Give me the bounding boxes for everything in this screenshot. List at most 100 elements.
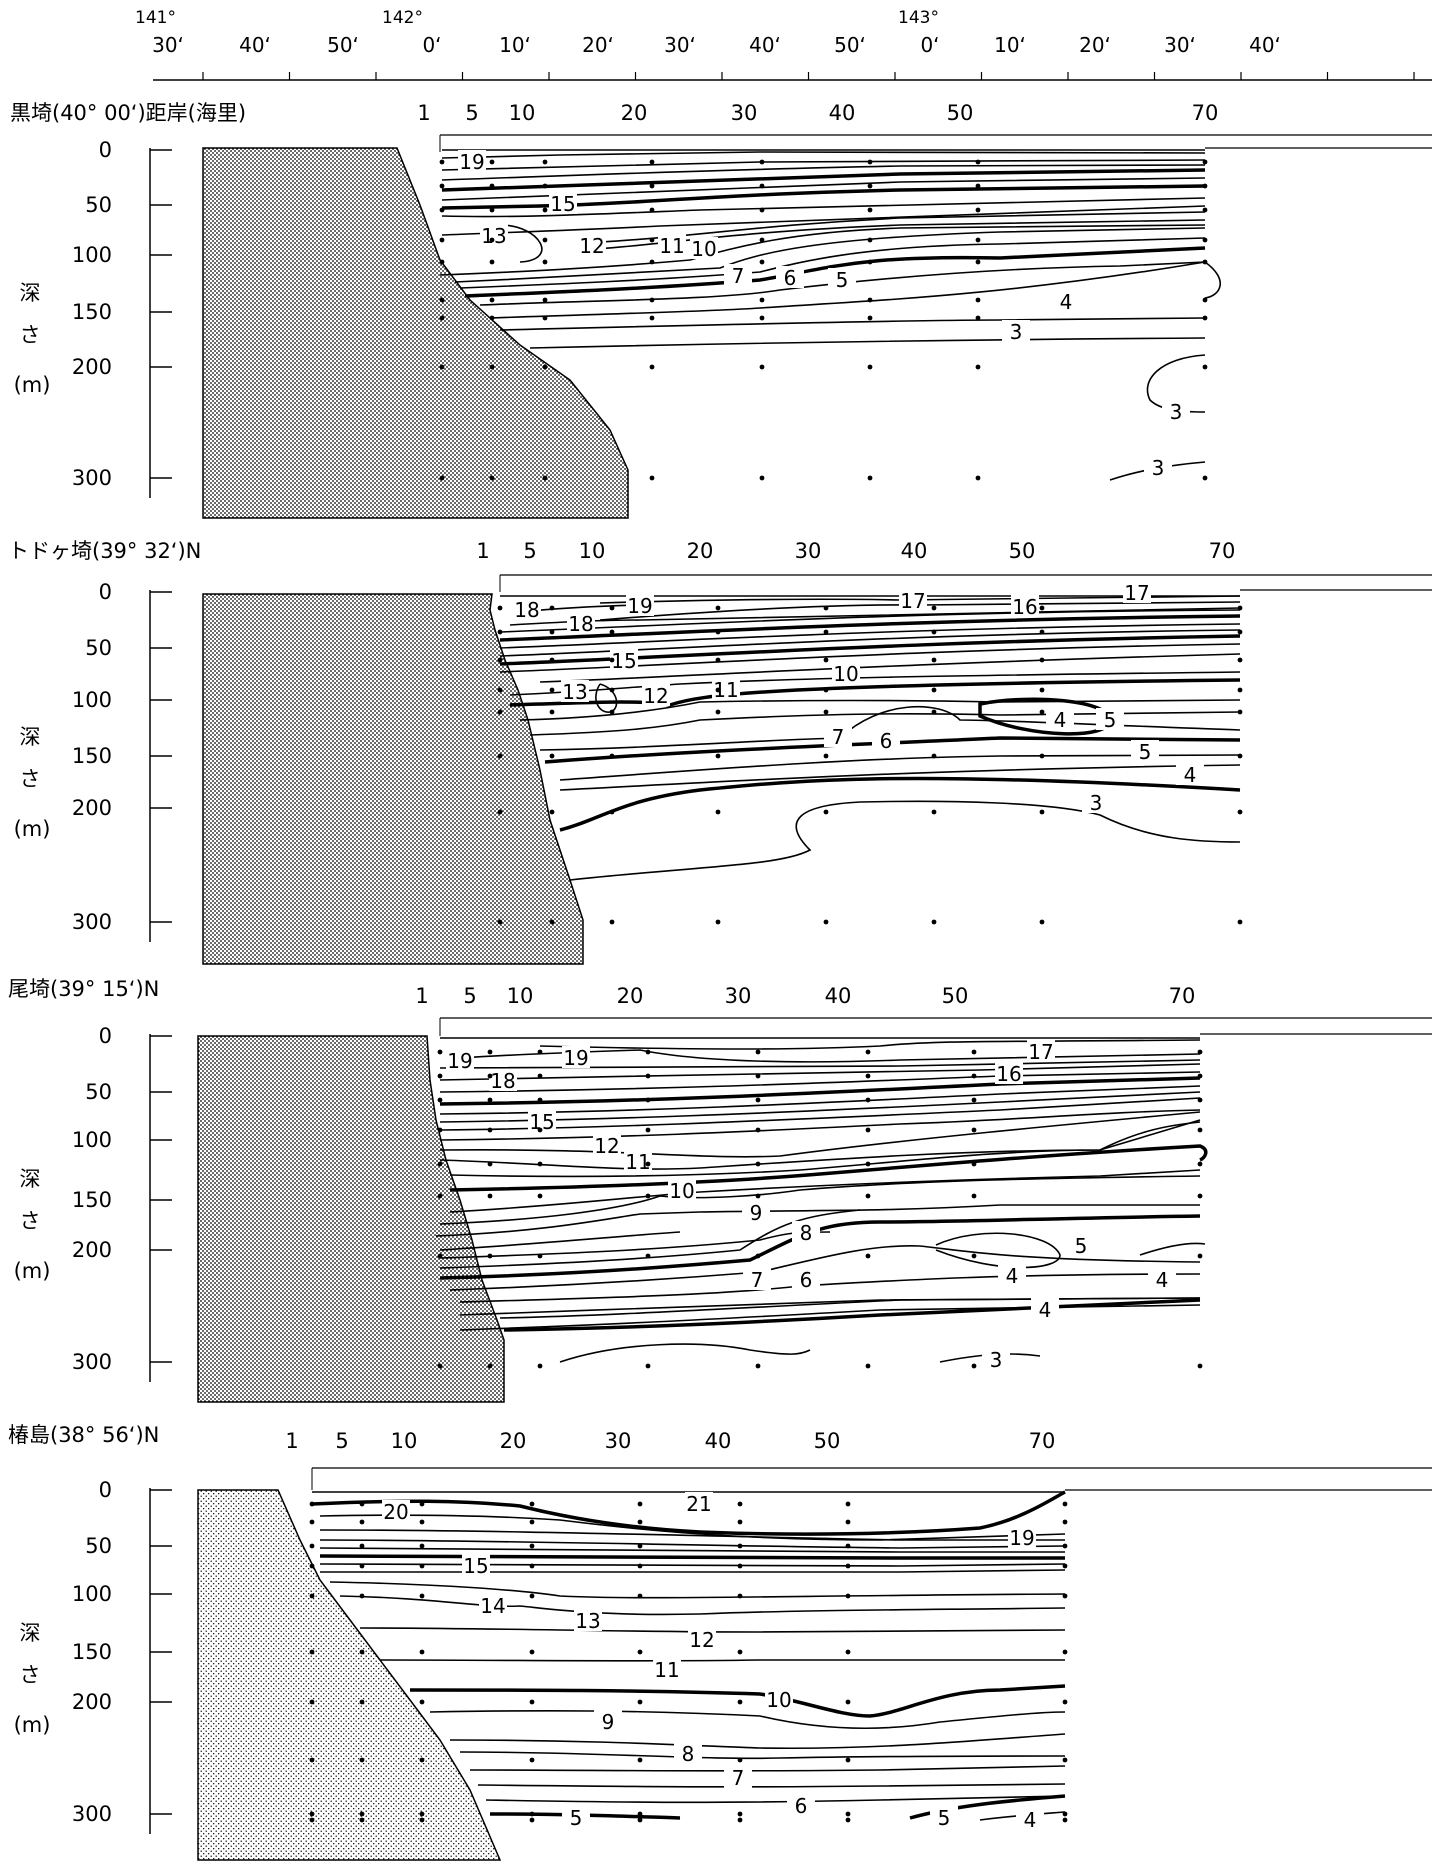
contour-label-bg xyxy=(562,1046,590,1068)
station-dot xyxy=(419,1501,425,1507)
contour-label: 12 xyxy=(594,1134,619,1158)
station-dot xyxy=(865,1161,871,1167)
station-dot xyxy=(715,605,721,611)
contour-label-bg xyxy=(724,1766,752,1788)
station-dot xyxy=(867,207,873,213)
distance-label: 40 xyxy=(829,101,856,125)
station-dot xyxy=(975,315,981,321)
station-dot xyxy=(537,1253,543,1259)
station-dot xyxy=(737,1811,743,1817)
contour-label-bg xyxy=(528,1110,556,1132)
station-dot xyxy=(867,315,873,321)
station-dot xyxy=(309,1593,315,1599)
station-dot xyxy=(1202,364,1208,370)
station-dot xyxy=(737,1649,743,1655)
station-dot xyxy=(1202,475,1208,481)
contour-label-bg xyxy=(776,266,804,288)
station-dot xyxy=(542,475,548,481)
station-dot xyxy=(529,1501,535,1507)
station-dot xyxy=(529,1649,535,1655)
station-dot xyxy=(649,364,655,370)
station-dot xyxy=(845,1699,851,1705)
station-dot xyxy=(439,159,445,165)
station-dot xyxy=(867,297,873,303)
station-dot xyxy=(649,259,655,265)
station-dot xyxy=(537,1049,543,1055)
contour-label: 4 xyxy=(1054,708,1067,732)
lon-minute-label: 40‘ xyxy=(1249,33,1281,57)
station-dot xyxy=(609,687,615,693)
contour-label: 6 xyxy=(795,1794,808,1818)
contour-label: 17 xyxy=(1028,1040,1053,1064)
contour-label: 13 xyxy=(575,1609,600,1633)
distance-label: 10 xyxy=(579,539,606,563)
contour-label-bg xyxy=(1027,1040,1055,1062)
contour-label-bg xyxy=(382,1500,410,1522)
station-dot xyxy=(609,753,615,759)
station-dot xyxy=(609,709,615,715)
depth-axis-title: さ xyxy=(20,1663,41,1687)
station-dot xyxy=(715,657,721,663)
contour-label-bg xyxy=(668,1179,696,1201)
station-dot xyxy=(1062,1757,1068,1763)
contour-label: 9 xyxy=(750,1201,763,1225)
station-dot xyxy=(975,297,981,303)
depth-label: 50 xyxy=(85,636,112,660)
station-dot xyxy=(1039,687,1045,693)
contour-label-bg xyxy=(998,1264,1026,1286)
distance-label: 5 xyxy=(465,101,478,125)
station-dot xyxy=(529,1543,535,1549)
station-dot xyxy=(1039,605,1045,611)
station-dot xyxy=(609,657,615,663)
station-dot xyxy=(1062,1817,1068,1823)
distance-label: 1 xyxy=(417,101,430,125)
contour-label: 18 xyxy=(490,1069,515,1093)
station-dot xyxy=(637,1563,643,1569)
station-dot xyxy=(419,1543,425,1549)
contour-label-bg xyxy=(765,1688,793,1710)
station-dot xyxy=(549,605,555,611)
depth-axis-title: (m) xyxy=(14,817,51,841)
contour-label-bg xyxy=(574,1609,602,1631)
station-dot xyxy=(755,1253,761,1259)
contour-label-bg xyxy=(567,612,595,634)
station-dot xyxy=(439,475,445,481)
station-dot xyxy=(419,1699,425,1705)
contour-label: 19 xyxy=(563,1046,588,1070)
lon-minute-label: 10‘ xyxy=(994,33,1026,57)
station-dot xyxy=(755,1193,761,1199)
station-dot xyxy=(845,1757,851,1763)
contour-label: 18 xyxy=(568,612,593,636)
lon-minute-label: 50‘ xyxy=(327,33,359,57)
depth-axis-title: さ xyxy=(20,767,41,791)
lon-minute-label: 30‘ xyxy=(1164,33,1196,57)
contour-label: 13 xyxy=(562,680,587,704)
station-dot xyxy=(419,1811,425,1817)
station-dot xyxy=(497,753,503,759)
station-dot xyxy=(437,1253,443,1259)
depth-axis-title: (m) xyxy=(14,373,51,397)
contour-label: 5 xyxy=(570,1806,583,1830)
distance-label: 70 xyxy=(1029,1429,1056,1453)
contour-label: 19 xyxy=(459,150,484,174)
section-kurosaki: 黒埼(40° 00‘)距岸(海里) 1 5 10 20 30 40 50 70 0501001… xyxy=(10,101,1432,519)
contour-label-bg xyxy=(462,1554,490,1576)
station-dot xyxy=(867,259,873,265)
station-dot xyxy=(359,1699,365,1705)
contour-label-bg xyxy=(792,1268,820,1290)
depth-label: 150 xyxy=(72,1188,112,1212)
station-dot xyxy=(1039,709,1045,715)
contour-label: 15 xyxy=(463,1554,488,1578)
station-dot xyxy=(715,687,721,693)
station-dot xyxy=(845,1543,851,1549)
contour-label-bg xyxy=(995,1062,1023,1084)
depth-label: 0 xyxy=(99,1478,112,1502)
station-dot xyxy=(737,1543,743,1549)
depth-label: 100 xyxy=(72,688,112,712)
station-dot xyxy=(489,159,495,165)
station-dot xyxy=(537,1363,543,1369)
station-dot xyxy=(1062,1519,1068,1525)
contour-label: 12 xyxy=(689,1628,714,1652)
contour-label: 5 xyxy=(1139,740,1152,764)
station-dot xyxy=(637,1519,643,1525)
